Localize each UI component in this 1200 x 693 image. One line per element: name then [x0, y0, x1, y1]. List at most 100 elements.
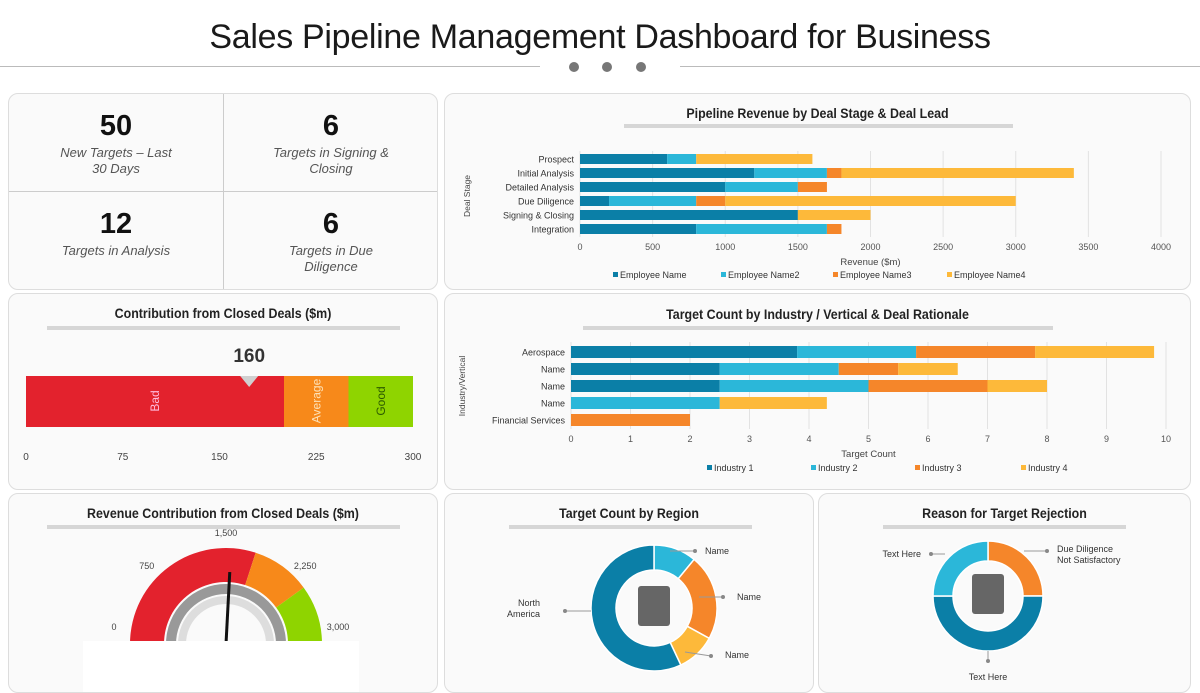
tick-label: 300 [405, 452, 422, 463]
divider [680, 66, 1200, 67]
bar-employee-name4 [696, 154, 813, 164]
band-label: Bad [148, 390, 162, 411]
region-donut: Name Name Name North America [507, 544, 761, 672]
gauge-band-orange [245, 552, 304, 608]
category-label: Name [541, 365, 565, 375]
tick-label: 10 [1161, 434, 1171, 444]
bar-industry-2 [719, 363, 839, 375]
bar-industry-3 [868, 380, 988, 392]
tick-label: 8 [1044, 434, 1049, 444]
legend-label: Industry 2 [818, 463, 858, 473]
chart-title: Revenue Contribution from Closed Deals (… [87, 506, 359, 521]
x-axis-title: Target Count [841, 449, 896, 460]
band-good [348, 376, 413, 427]
gauge-dial [166, 584, 286, 644]
value-marker [240, 376, 259, 387]
bar-industry-4 [898, 363, 958, 375]
category-label: Prospect [538, 155, 574, 165]
slice-label: Due Diligence Not Satisfactory [1057, 544, 1121, 565]
bar-employee-name3 [826, 224, 842, 234]
legend-swatch [811, 465, 816, 470]
rejection-donut: Due Diligence Not Satisfactory Text Here Te… [882, 540, 1121, 682]
dot [636, 62, 646, 72]
bar-employee-name [580, 210, 798, 220]
leader-dot [929, 552, 933, 556]
slice-label: North America [507, 598, 540, 619]
tick-label: 0 [23, 452, 29, 463]
bar-employee-name2 [725, 182, 798, 192]
category-label: Due Diligence [518, 197, 574, 207]
tick-label: 3000 [1006, 242, 1026, 252]
pipeline-chart: 0 500 1000 1500 2000 2500 3000 3500 4000 Prospect… [462, 151, 1171, 280]
bar-employee-name2 [609, 196, 697, 206]
donut-slice [677, 558, 718, 640]
gauge-band-green [276, 587, 322, 644]
gauge-chart: 0 750 1,500 2,250 3,000 [111, 528, 349, 645]
bar-employee-name [580, 182, 726, 192]
rejection-panel: Reason for Target Rejection Due Diligenc… [818, 493, 1191, 693]
legend-swatch [1021, 465, 1026, 470]
leader-line [684, 651, 712, 657]
industry-panel: Target Count by Industry / Vertical & De… [444, 293, 1191, 490]
kpi-new-targets: 50 New Targets – Last 30 Days [60, 110, 172, 176]
bar-employee-name [580, 196, 610, 206]
leader-dot [986, 659, 990, 663]
tick-label: 7 [985, 434, 990, 444]
slice-label: Text Here [882, 549, 921, 559]
bar-industry-2 [797, 346, 917, 358]
band-label: Good [374, 386, 388, 415]
divider [0, 66, 540, 67]
tick-label: 500 [645, 242, 660, 252]
legend-label: Industry 4 [1028, 463, 1068, 473]
bar-industry-2 [571, 397, 720, 409]
bar-employee-name4 [797, 210, 871, 220]
legend-label: Industry 1 [714, 463, 754, 473]
tick-label: 2500 [933, 242, 953, 252]
tick-label: 0 [568, 434, 573, 444]
tick-label: 750 [139, 561, 154, 571]
legend-swatch [833, 272, 838, 277]
tick-label: 9 [1104, 434, 1109, 444]
tick-label: 1,500 [215, 528, 238, 538]
band-label: Average [309, 378, 323, 423]
legend-label: Employee Name3 [840, 270, 912, 280]
value-label: 160 [233, 346, 265, 367]
dot [602, 62, 612, 72]
chart-title: Contribution from Closed Deals ($m) [114, 306, 332, 321]
bar-industry-1 [571, 380, 720, 392]
category-label: Aerospace [522, 348, 565, 358]
bar-employee-name2 [696, 224, 827, 234]
legend-label: Employee Name4 [954, 270, 1026, 280]
tick-label: 0 [111, 622, 116, 632]
donut-slice [932, 595, 1044, 652]
tick-label: 6 [925, 434, 930, 444]
chart-title: Target Count by Region [559, 506, 699, 521]
tick-label: 3500 [1078, 242, 1098, 252]
band-average [284, 376, 349, 427]
bullet-chart: Bad Average Good 160 0 75 150 225 300 [23, 346, 422, 463]
bar-industry-4 [1035, 346, 1155, 358]
gauge-band-red [130, 548, 256, 644]
leader-dot [563, 609, 567, 613]
bar-industry-3 [838, 363, 899, 375]
tick-label: 3 [747, 434, 752, 444]
category-label: Name [541, 382, 565, 392]
kpi-panel: 50 New Targets – Last 30 Days 6 Targets in… [8, 93, 438, 290]
bar-employee-name2 [667, 154, 697, 164]
donut-slice [590, 544, 682, 672]
tick-label: 150 [211, 452, 228, 463]
bar-employee-name3 [797, 182, 827, 192]
bar-employee-name [580, 224, 697, 234]
document-reject-icon [972, 574, 1004, 614]
bar-industry-2 [719, 380, 869, 392]
y-axis-title: Deal Stage [462, 175, 472, 217]
slice-label: Name [705, 546, 729, 556]
bar-employee-name [580, 168, 755, 178]
legend-swatch [613, 272, 618, 277]
chart-title: Reason for Target Rejection [922, 506, 1087, 521]
legend-label: Industry 3 [922, 463, 962, 473]
leader-dot [721, 595, 725, 599]
tick-label: 2,250 [294, 561, 317, 571]
category-label: Financial Services [492, 416, 566, 426]
y-axis-title: Industry/Vertical [457, 356, 467, 417]
